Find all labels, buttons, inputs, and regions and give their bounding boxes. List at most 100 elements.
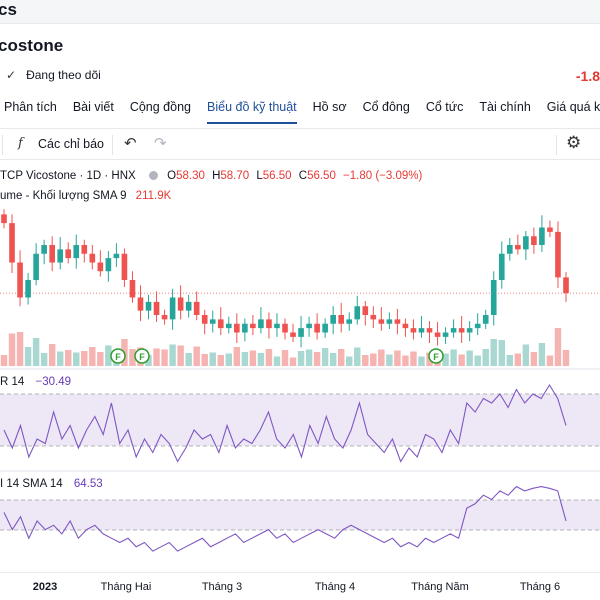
volume-bar <box>386 354 393 366</box>
volume-bar <box>16 332 24 366</box>
candle-body <box>33 253 39 280</box>
candle-body <box>330 315 336 324</box>
volume-bar <box>466 350 473 366</box>
volume-bar <box>217 355 224 366</box>
ohlc-low: L56.50 <box>256 170 292 182</box>
candle-body <box>201 315 208 324</box>
candle-body <box>49 245 55 263</box>
candle-body <box>442 332 449 337</box>
tab-technical-chart[interactable]: Biểu đồ kỹ thuật <box>207 96 297 124</box>
candle-body <box>450 328 457 333</box>
indicator2-line <box>3 485 567 552</box>
volume-bar <box>418 356 425 366</box>
undo-icon[interactable]: ↶ <box>124 135 137 152</box>
volume-bar <box>97 352 104 366</box>
candle-body <box>498 253 505 280</box>
volume-bar <box>177 345 184 366</box>
candle-body <box>338 315 345 324</box>
candle-body <box>531 236 537 245</box>
app-title: cs <box>0 0 17 19</box>
volume-bar <box>297 351 305 366</box>
volume-bar <box>498 340 505 366</box>
indicator2-value: 64.53 <box>73 478 103 490</box>
volume-bar <box>442 353 449 366</box>
volume-bar <box>233 347 241 366</box>
candle-body <box>266 319 272 329</box>
tab-community[interactable]: Cộng đồng <box>129 100 191 114</box>
volume-bar <box>346 356 353 366</box>
tab-shareholders[interactable]: Cổ đông <box>362 100 410 114</box>
volume-bar <box>65 350 72 366</box>
volume-bar <box>321 348 329 366</box>
candle-body <box>81 245 88 254</box>
volume-bar <box>48 344 56 366</box>
tab-analysis[interactable]: Phân tích <box>4 100 57 114</box>
candle-body <box>362 306 369 315</box>
ohlc-high: H58.70 <box>212 170 250 182</box>
volume-bar <box>313 352 321 366</box>
volume-bar <box>458 354 465 366</box>
indicator1-band <box>0 394 600 446</box>
dividend-marker-label: F <box>433 352 439 362</box>
volume-bar <box>482 349 489 366</box>
candle-body <box>234 323 240 333</box>
volume-bar <box>32 338 40 366</box>
volume-bar <box>546 355 554 366</box>
status-dot-icon <box>148 171 158 181</box>
price-change: -1.8 <box>575 68 600 84</box>
candle-body <box>153 301 160 315</box>
tab-articles[interactable]: Bài viết <box>72 100 114 114</box>
x-tick-label: 2023 <box>32 581 58 593</box>
candle-body <box>65 249 72 259</box>
tab-profile[interactable]: Hồ sơ <box>312 100 347 114</box>
indicator2-label: I 14 SMA 14 <box>0 478 63 490</box>
volume-bar <box>105 345 112 366</box>
volume-bar <box>8 333 16 366</box>
volume-bar <box>161 349 168 366</box>
volume-value: 211.9K <box>135 190 172 202</box>
candle-body <box>418 328 425 333</box>
volume-bar <box>145 355 152 366</box>
volume-bar <box>0 355 8 366</box>
volume-bar <box>554 328 562 366</box>
indicators-button[interactable]: Các chỉ báo <box>38 137 105 151</box>
follow-status[interactable]: ✓ Đang theo dõi <box>0 68 101 82</box>
dividend-marker-label: F <box>139 352 145 362</box>
volume-bar <box>305 349 313 366</box>
candle-body <box>217 319 224 329</box>
candle-body <box>515 245 521 250</box>
candle-body <box>97 262 104 272</box>
volume-bar <box>209 352 216 366</box>
volume-bar <box>538 343 546 366</box>
redo-icon[interactable]: ↷ <box>154 135 167 152</box>
top-bar: cs <box>0 0 600 24</box>
tab-historical-prices[interactable]: Giá quá khứ <box>546 100 600 114</box>
chart-toolbar: f Các chỉ báo ↶ ↷ ⚙ <box>0 128 600 160</box>
volume-bar <box>201 354 208 366</box>
volume-bar <box>81 351 88 366</box>
volume-bar <box>402 355 409 366</box>
candle-body <box>145 301 152 311</box>
fx-icon[interactable]: f <box>18 136 23 151</box>
candle-body <box>482 315 489 324</box>
volume-bar <box>73 352 80 366</box>
candle-body <box>386 319 393 324</box>
candle-body <box>322 323 328 333</box>
tab-financials[interactable]: Tài chính <box>479 100 531 114</box>
volume-bar <box>249 350 257 366</box>
dividend-marker-icon <box>134 348 150 364</box>
price-legend: TCP Vicostone · 1D · HNX O58.30 H58.70 L… <box>0 170 422 182</box>
tab-dividends[interactable]: Cổ tức <box>425 100 464 114</box>
volume-bar <box>337 349 345 366</box>
candle-body <box>193 301 200 315</box>
candle-body <box>354 306 361 320</box>
gear-icon[interactable]: ⚙ <box>566 133 582 152</box>
volume-bar <box>273 356 281 366</box>
candle-body <box>225 323 232 329</box>
toolbar-divider <box>112 135 113 155</box>
dividend-marker-label: F <box>115 352 121 362</box>
volume-bar <box>257 353 265 366</box>
volume-bar <box>362 355 369 366</box>
candle-body <box>426 328 433 333</box>
